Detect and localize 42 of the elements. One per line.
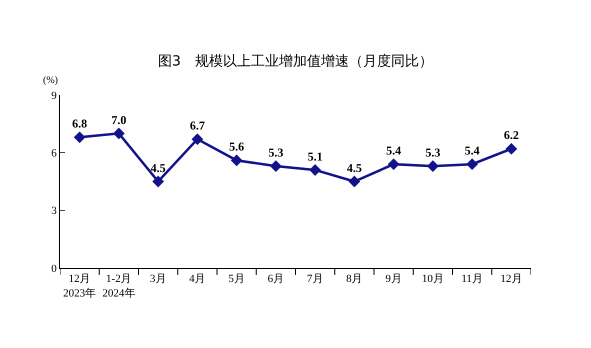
y-tick-label: 0 bbox=[51, 262, 58, 275]
point bbox=[113, 128, 125, 140]
point bbox=[74, 131, 86, 144]
y-axis-title: (%) bbox=[43, 75, 58, 86]
y-tick-label: 6 bbox=[51, 148, 58, 160]
data-label: 5.3 bbox=[268, 145, 284, 160]
x-tick-label: 5月 bbox=[228, 273, 245, 286]
data-label: 5.6 bbox=[229, 140, 244, 154]
point bbox=[348, 176, 360, 188]
point bbox=[230, 154, 242, 166]
x-tick-label: 4月 bbox=[189, 273, 206, 286]
x-tick-label: 8月 bbox=[346, 273, 363, 286]
data-label: 5.4 bbox=[464, 144, 480, 158]
point bbox=[388, 158, 400, 170]
x-tick-label: 10月 bbox=[422, 273, 444, 286]
data-label: 6.8 bbox=[72, 116, 88, 131]
x-tick-label: 7月 bbox=[306, 273, 324, 286]
point bbox=[152, 176, 164, 188]
y-tick-label: 3 bbox=[51, 205, 58, 218]
x-tick-label: 11月 bbox=[461, 273, 483, 286]
data-label: 4.5 bbox=[346, 160, 362, 175]
point bbox=[309, 164, 321, 176]
x-tick-label: 1-2月 2024年 bbox=[102, 273, 136, 300]
data-label: 5.4 bbox=[386, 144, 402, 158]
x-tick-label: 9月 bbox=[385, 273, 402, 286]
data-label: 6.7 bbox=[190, 118, 205, 133]
chart-title: 图3 规模以上工业增加值增速（月度同比） bbox=[158, 53, 433, 70]
point bbox=[506, 142, 518, 155]
data-label: 6.2 bbox=[504, 128, 519, 142]
x-tick-label: 12月 2023年 bbox=[63, 273, 96, 300]
x-tick-label: 12月 bbox=[500, 273, 522, 286]
point bbox=[192, 133, 204, 146]
data-label: 4.5 bbox=[150, 160, 166, 175]
point bbox=[466, 158, 478, 170]
point bbox=[270, 160, 282, 172]
point bbox=[427, 160, 439, 172]
x-tick-label: 3月 bbox=[150, 273, 166, 286]
y-tick-label: 9 bbox=[51, 90, 58, 102]
data-label: 5.3 bbox=[425, 145, 440, 160]
data-label: 7.0 bbox=[111, 112, 126, 127]
x-tick-label: 6月 bbox=[268, 273, 284, 286]
data-label: 5.1 bbox=[308, 149, 323, 164]
